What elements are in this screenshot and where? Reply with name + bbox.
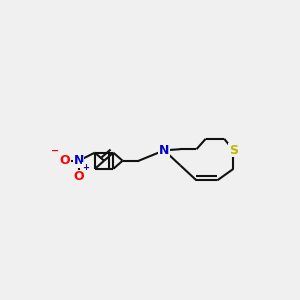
Text: −: − bbox=[51, 145, 59, 155]
Text: S: S bbox=[229, 144, 238, 157]
Text: N: N bbox=[159, 144, 169, 157]
Text: +: + bbox=[82, 163, 89, 172]
Text: N: N bbox=[74, 154, 84, 167]
Text: O: O bbox=[74, 170, 84, 183]
Text: O: O bbox=[59, 154, 70, 167]
